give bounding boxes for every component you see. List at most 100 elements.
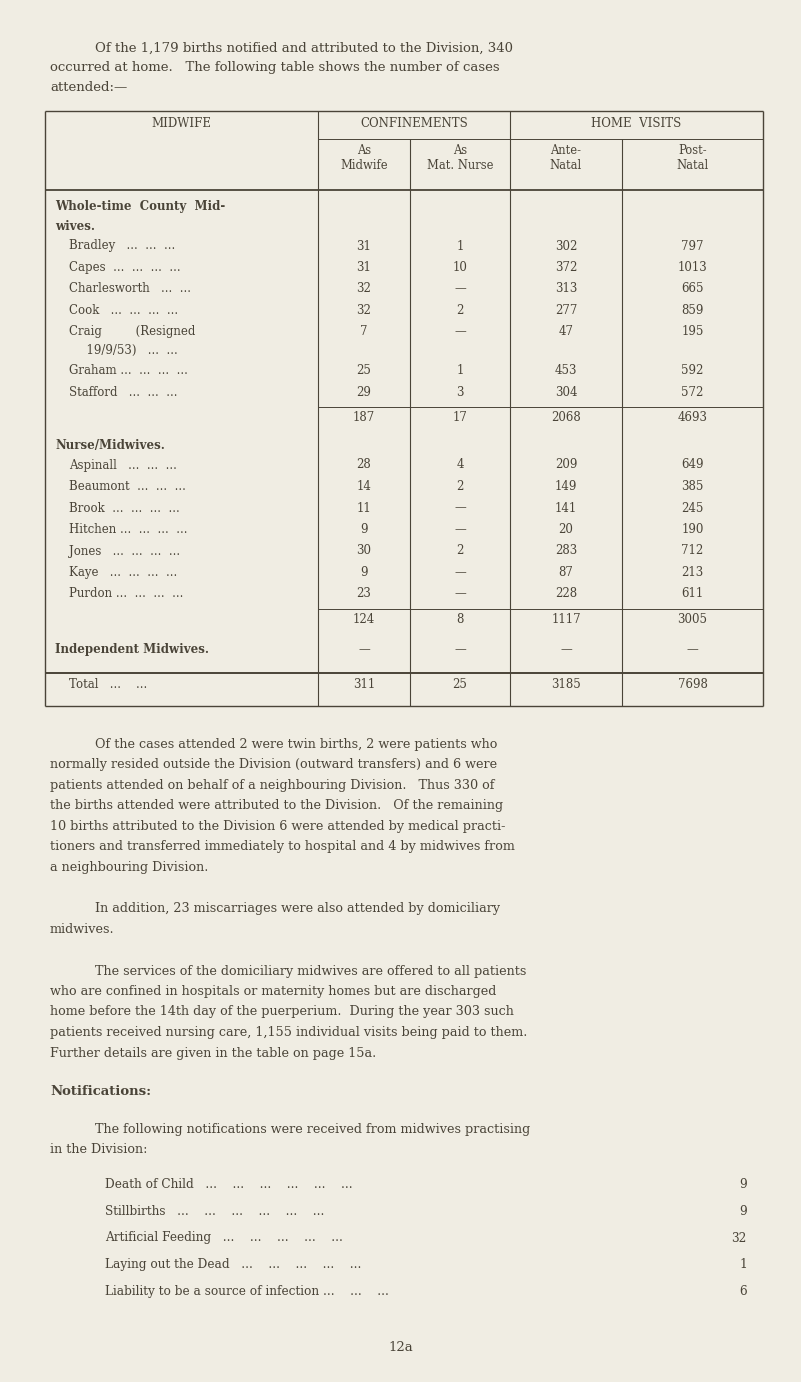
Text: 31: 31 <box>356 239 372 253</box>
Text: —: — <box>454 567 466 579</box>
Text: As
Mat. Nurse: As Mat. Nurse <box>427 144 493 171</box>
Text: 1: 1 <box>457 365 464 377</box>
Text: —: — <box>454 643 466 656</box>
Text: 2: 2 <box>457 545 464 557</box>
Text: 712: 712 <box>682 545 703 557</box>
Text: Graham ...  ...  ...  ...: Graham ... ... ... ... <box>69 365 188 377</box>
Text: Of the 1,179 births notified and attributed to the Division, 340: Of the 1,179 births notified and attribu… <box>95 41 513 55</box>
Text: 213: 213 <box>682 567 703 579</box>
Text: Kaye   ...  ...  ...  ...: Kaye ... ... ... ... <box>69 567 177 579</box>
Text: 149: 149 <box>555 480 578 493</box>
Text: Bradley   ...  ...  ...: Bradley ... ... ... <box>69 239 175 253</box>
Text: 313: 313 <box>555 282 578 296</box>
Text: 9: 9 <box>739 1179 747 1191</box>
Text: 32: 32 <box>356 304 372 316</box>
Text: Capes  ...  ...  ...  ...: Capes ... ... ... ... <box>69 261 180 274</box>
Text: MIDWIFE: MIDWIFE <box>151 117 211 130</box>
Text: Liability to be a source of infection ...    ...    ...: Liability to be a source of infection ..… <box>105 1284 388 1298</box>
Text: 209: 209 <box>555 459 578 471</box>
Text: 20: 20 <box>558 522 574 536</box>
Text: 592: 592 <box>682 365 704 377</box>
Text: 283: 283 <box>555 545 578 557</box>
Text: the births attended were attributed to the Division.   Of the remaining: the births attended were attributed to t… <box>50 800 503 813</box>
Text: 28: 28 <box>356 459 372 471</box>
Text: Artificial Feeding   ...    ...    ...    ...    ...: Artificial Feeding ... ... ... ... ... <box>105 1231 343 1245</box>
Text: —: — <box>686 643 698 656</box>
Text: 25: 25 <box>356 365 372 377</box>
Text: Ante-
Natal: Ante- Natal <box>549 144 582 171</box>
Text: Stafford   ...  ...  ...: Stafford ... ... ... <box>69 386 178 399</box>
Text: 859: 859 <box>682 304 704 316</box>
Text: 25: 25 <box>453 679 468 691</box>
Text: 14: 14 <box>356 480 372 493</box>
Text: Purdon ...  ...  ...  ...: Purdon ... ... ... ... <box>69 587 183 601</box>
Text: in the Division:: in the Division: <box>50 1143 147 1155</box>
Text: patients attended on behalf of a neighbouring Division.   Thus 330 of: patients attended on behalf of a neighbo… <box>50 779 494 792</box>
Text: 190: 190 <box>682 522 704 536</box>
Text: Charlesworth   ...  ...: Charlesworth ... ... <box>69 282 191 296</box>
Text: —: — <box>454 282 466 296</box>
Text: CONFINEMENTS: CONFINEMENTS <box>360 117 468 130</box>
Text: 572: 572 <box>682 386 704 399</box>
Text: 304: 304 <box>555 386 578 399</box>
Text: 9: 9 <box>739 1205 747 1218</box>
Text: 17: 17 <box>453 412 468 424</box>
Text: 32: 32 <box>356 282 372 296</box>
Text: 12a: 12a <box>388 1341 413 1354</box>
Text: 7: 7 <box>360 326 368 339</box>
Text: Nurse/Midwives.: Nurse/Midwives. <box>55 438 165 452</box>
Text: —: — <box>454 326 466 339</box>
Text: 453: 453 <box>555 365 578 377</box>
Text: —: — <box>454 522 466 536</box>
Text: Further details are given in the table on page 15a.: Further details are given in the table o… <box>50 1046 376 1060</box>
Text: 7698: 7698 <box>678 679 707 691</box>
Text: occurred at home.   The following table shows the number of cases: occurred at home. The following table sh… <box>50 62 500 75</box>
Text: 2068: 2068 <box>551 412 581 424</box>
Text: 649: 649 <box>681 459 704 471</box>
Text: Independent Midwives.: Independent Midwives. <box>55 643 209 656</box>
Text: —: — <box>454 502 466 514</box>
Text: 9: 9 <box>360 522 368 536</box>
Text: 124: 124 <box>353 614 375 626</box>
Text: 2: 2 <box>457 480 464 493</box>
Text: 11: 11 <box>356 502 372 514</box>
Text: 3185: 3185 <box>551 679 581 691</box>
Text: 47: 47 <box>558 326 574 339</box>
Text: The following notifications were received from midwives practising: The following notifications were receive… <box>95 1122 530 1136</box>
Text: 311: 311 <box>353 679 375 691</box>
Text: The services of the domiciliary midwives are offered to all patients: The services of the domiciliary midwives… <box>95 965 526 977</box>
Text: 385: 385 <box>682 480 704 493</box>
Text: 611: 611 <box>682 587 703 601</box>
Text: 3005: 3005 <box>678 614 707 626</box>
Text: 23: 23 <box>356 587 372 601</box>
Text: 245: 245 <box>682 502 704 514</box>
Text: Laying out the Dead   ...    ...    ...    ...    ...: Laying out the Dead ... ... ... ... ... <box>105 1258 361 1271</box>
Text: 665: 665 <box>681 282 704 296</box>
Text: Brook  ...  ...  ...  ...: Brook ... ... ... ... <box>69 502 179 514</box>
Text: 2: 2 <box>457 304 464 316</box>
Text: Craig         (Resigned: Craig (Resigned <box>69 326 195 339</box>
Text: 797: 797 <box>681 239 704 253</box>
Text: Stillbirths   ...    ...    ...    ...    ...    ...: Stillbirths ... ... ... ... ... ... <box>105 1205 324 1218</box>
Text: Death of Child   ...    ...    ...    ...    ...    ...: Death of Child ... ... ... ... ... ... <box>105 1179 352 1191</box>
Text: 1013: 1013 <box>678 261 707 274</box>
Text: 31: 31 <box>356 261 372 274</box>
Text: midwives.: midwives. <box>50 923 115 936</box>
Text: 29: 29 <box>356 386 372 399</box>
Text: 4: 4 <box>457 459 464 471</box>
Text: 6: 6 <box>739 1284 747 1298</box>
Text: tioners and transferred immediately to hospital and 4 by midwives from: tioners and transferred immediately to h… <box>50 840 515 854</box>
Text: home before the 14th day of the puerperium.  During the year 303 such: home before the 14th day of the puerperi… <box>50 1006 514 1019</box>
Text: —: — <box>560 643 572 656</box>
Text: 30: 30 <box>356 545 372 557</box>
Text: 302: 302 <box>555 239 578 253</box>
Text: 195: 195 <box>682 326 704 339</box>
Text: a neighbouring Division.: a neighbouring Division. <box>50 861 208 873</box>
Text: —: — <box>454 587 466 601</box>
Text: normally resided outside the Division (outward transfers) and 6 were: normally resided outside the Division (o… <box>50 759 497 771</box>
Text: Notifications:: Notifications: <box>50 1085 151 1099</box>
Text: Cook   ...  ...  ...  ...: Cook ... ... ... ... <box>69 304 178 316</box>
Text: 372: 372 <box>555 261 578 274</box>
Text: 187: 187 <box>353 412 375 424</box>
Text: In addition, 23 miscarriages were also attended by domiciliary: In addition, 23 miscarriages were also a… <box>95 902 500 915</box>
